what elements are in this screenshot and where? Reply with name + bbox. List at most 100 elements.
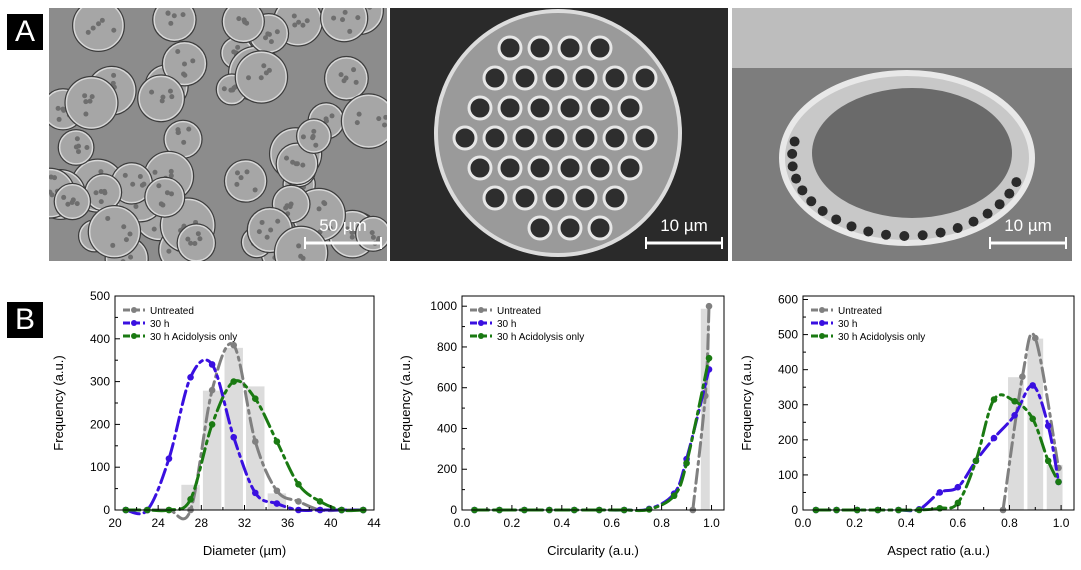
x-tick-label: 0.0: [454, 516, 471, 530]
grain-lumen: [587, 95, 613, 121]
histogram-bar: [1007, 376, 1025, 511]
grain-lumen: [467, 95, 493, 121]
grain-pit: [110, 242, 116, 248]
grain-pit: [164, 190, 170, 196]
series-point: [1044, 457, 1052, 465]
pollen-grain: [342, 94, 387, 148]
grain-pit: [349, 234, 355, 240]
grain-pit: [123, 237, 129, 243]
legend-label: 30 h: [150, 319, 169, 330]
grain-pit: [159, 98, 165, 104]
grain-lumen: [512, 185, 538, 211]
grain-pit: [367, 8, 373, 10]
grain-pit: [175, 49, 181, 55]
y-tick-label: 300: [90, 375, 110, 389]
series-line: [124, 342, 365, 521]
wall-pore: [863, 226, 874, 237]
grain-pit: [175, 127, 181, 133]
series-point: [251, 489, 259, 497]
grain-pit: [137, 173, 143, 179]
y-tick-label: 500: [90, 289, 110, 303]
grain-lumen: [527, 215, 553, 241]
y-tick-label: 600: [437, 381, 457, 395]
grain-pit: [258, 75, 264, 81]
grain-lumen: [587, 155, 613, 181]
grain-pit: [181, 61, 187, 67]
grain-pit: [310, 135, 316, 141]
legend-swatch-point: [131, 307, 137, 313]
y-tick-label: 400: [90, 332, 110, 346]
grain-pit: [242, 19, 248, 25]
grain-pit: [168, 173, 174, 179]
grain-pit: [234, 181, 240, 187]
plot-frame: [461, 295, 725, 511]
x-tick-label: 0.4: [553, 516, 570, 530]
legend-swatch-point: [819, 333, 825, 339]
series-point: [208, 361, 216, 368]
grain-pit: [347, 28, 353, 34]
grain-pit: [141, 181, 147, 187]
grain-pit: [274, 29, 280, 35]
grain-pit: [49, 174, 54, 180]
series-point: [1029, 415, 1037, 423]
y-tick-label: 0: [791, 503, 798, 517]
grain-pit: [353, 79, 359, 85]
series-point: [251, 395, 259, 403]
grain-pit: [188, 240, 194, 246]
grain-lumen: [542, 125, 568, 151]
series-point: [1011, 411, 1018, 419]
x-tick-label: 40: [324, 516, 338, 530]
grain-pit: [296, 19, 302, 25]
grain-pit: [56, 116, 62, 122]
y-tick-label: 400: [778, 363, 798, 377]
y-tick-label: 800: [437, 340, 457, 354]
x-tick-label: 28: [195, 516, 209, 530]
grain-pit: [327, 225, 333, 231]
x-axis-label: Diameter (µm): [203, 543, 286, 558]
grain-pit: [236, 16, 242, 22]
grain-lumen: [527, 35, 553, 61]
series-point: [273, 487, 281, 495]
grain-pit: [76, 143, 82, 149]
wall-pore: [831, 214, 842, 225]
y-tick-label: 1000: [430, 299, 457, 313]
grain-pit: [350, 229, 356, 235]
scale-bar-label: 10 µm: [1004, 216, 1052, 235]
series-point: [295, 498, 302, 505]
grain-pit: [55, 105, 61, 111]
grain-pit: [252, 187, 258, 193]
x-tick-label: 0.8: [653, 516, 670, 530]
grain-pit: [121, 224, 127, 230]
sem-image-cross-section: 10 µm: [732, 8, 1072, 261]
grain-pit: [300, 162, 306, 168]
wall-pore: [1004, 188, 1015, 199]
x-tick-label: 0.2: [504, 516, 521, 530]
x-tick-label: 0.6: [950, 516, 967, 530]
grain-pit: [165, 10, 171, 16]
pollen-grain: [145, 177, 185, 217]
series-point: [208, 421, 216, 428]
legend-swatch-point: [478, 333, 484, 339]
grain-pit: [70, 197, 76, 203]
grain-lumen: [482, 125, 508, 151]
shell-cavity: [812, 88, 1012, 218]
grain-lumen: [452, 125, 478, 151]
grain-lumen: [632, 65, 658, 91]
wall-pore: [1011, 177, 1022, 188]
grain-pit: [128, 254, 134, 260]
y-axis-label: Frequency (a.u.): [51, 355, 66, 450]
x-tick-label: 24: [151, 516, 165, 530]
grain-pit: [259, 219, 265, 225]
grain-pit: [111, 27, 117, 33]
grain-pit: [96, 21, 102, 27]
series-point: [187, 496, 194, 503]
grain-pit: [304, 18, 310, 24]
grain-pit: [181, 139, 187, 145]
grain-pit: [238, 175, 244, 181]
y-tick-label: 400: [437, 421, 457, 435]
grain-pit: [149, 89, 155, 95]
wall-pore: [817, 206, 828, 217]
wall-pore: [789, 136, 800, 147]
grain-pit: [101, 188, 107, 194]
